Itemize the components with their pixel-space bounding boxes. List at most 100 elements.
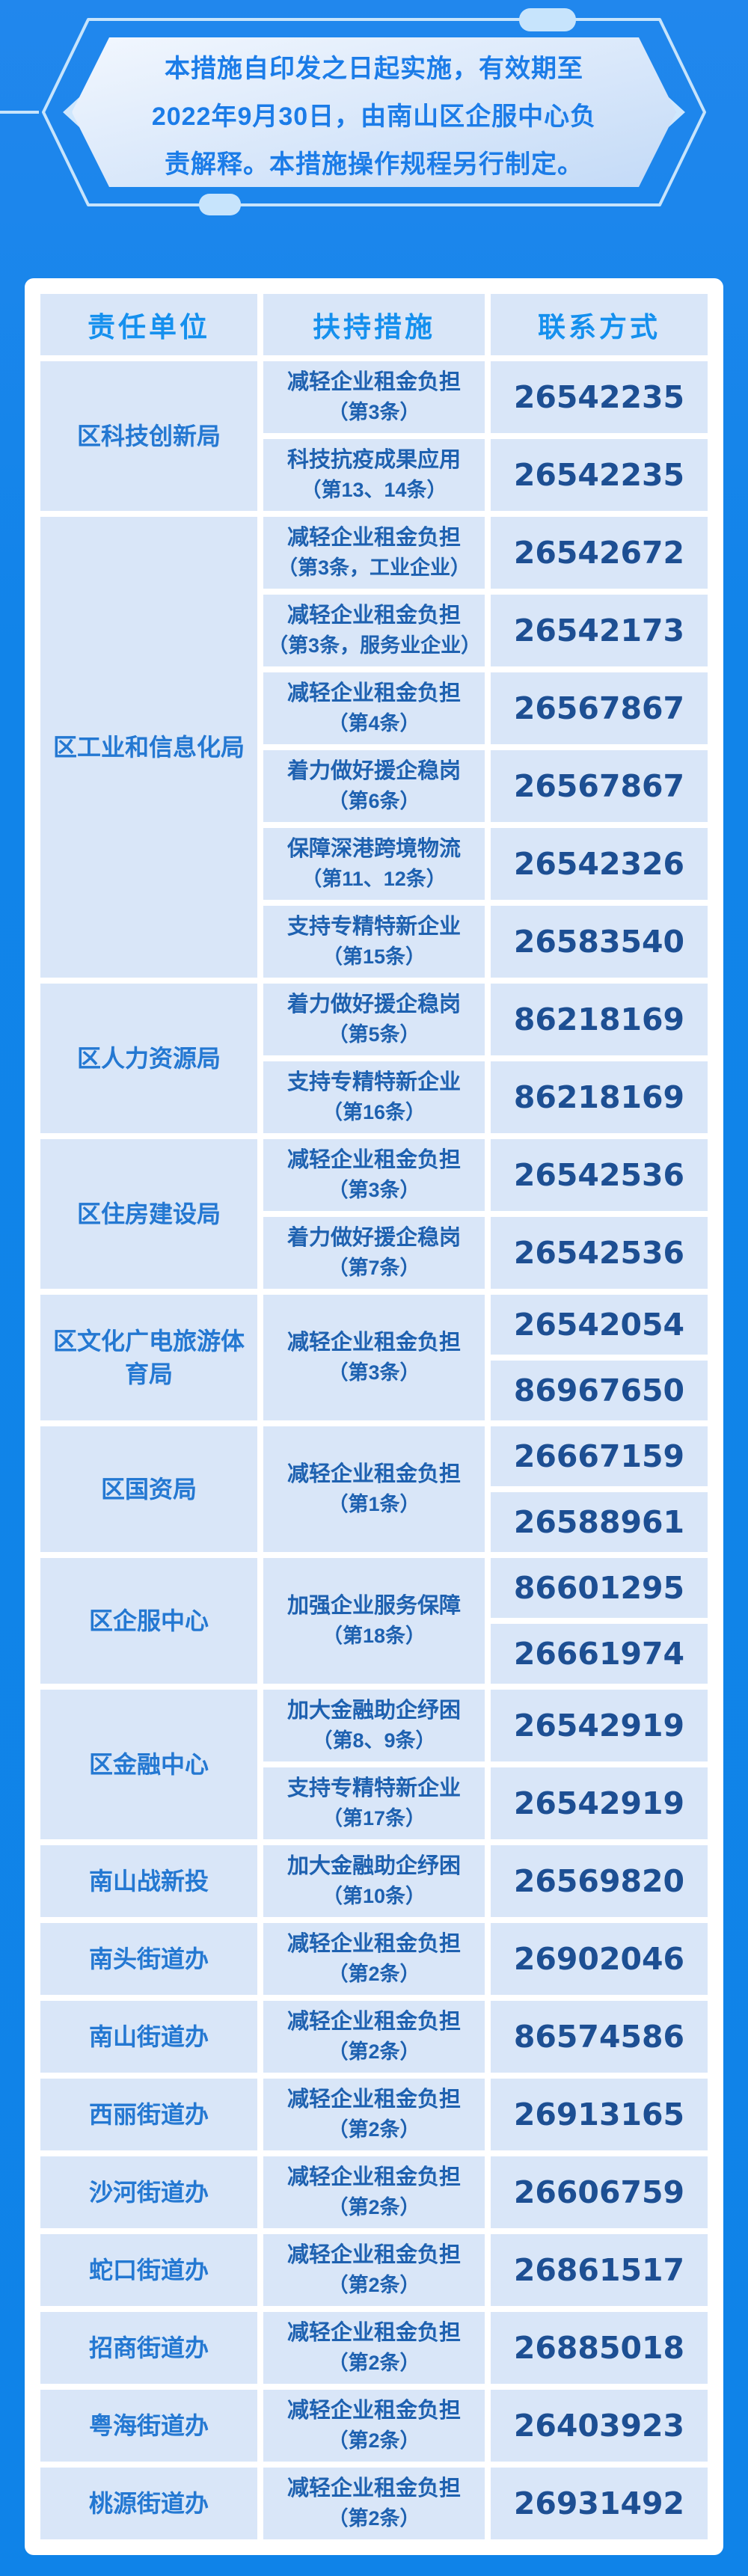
measure-cell: 减轻企业租金负担 （第3条）: [263, 1295, 485, 1420]
phone-cell: 26542536: [490, 1217, 708, 1289]
measure-line1: 减轻企业租金负担: [286, 2321, 461, 2345]
measure-line1: 着力做好援企稳岗: [286, 759, 461, 783]
measure-cell: 科技抗疫成果应用 （第13、14条）: [263, 439, 485, 511]
phone-cell: 26542672: [490, 517, 708, 589]
measure-line2: （第16条）: [322, 1101, 426, 1123]
measure-line1: 加大金融助企纾困: [286, 1854, 461, 1878]
phone-cell: 26567867: [490, 750, 708, 822]
unit-cell: 区金融中心: [40, 1690, 258, 1839]
phone-cell: 26542235: [490, 439, 708, 511]
table-group-qifu: 区企服中心 加强企业服务保障 （第18条） 86601295 26661974: [40, 1558, 708, 1684]
measure-line2: （第6条）: [328, 790, 420, 812]
banner-decoration: [0, 8, 706, 215]
measure-line2: （第2条）: [328, 2196, 420, 2218]
phone-cell: 26588961: [490, 1492, 708, 1552]
unit-cell: 招商街道办: [40, 2312, 258, 2384]
measure-line1: 加强企业服务保障: [286, 1594, 461, 1618]
banner-outline-hexagon: [42, 18, 706, 206]
measure-line2: （第11、12条）: [301, 868, 447, 890]
phone-cell: 26569820: [490, 1845, 708, 1917]
contact-table-panel: 责任单位 扶持措施 联系方式 区科技创新局 减轻企业租金负担 （第3条） 265…: [25, 278, 723, 2555]
measure-line2: （第18条）: [322, 1625, 426, 1647]
unit-cell: 南头街道办: [40, 1923, 258, 1995]
measure-cell: 减轻企业租金负担 （第2条）: [263, 1923, 485, 1995]
measure-line2: （第2条）: [328, 2429, 420, 2452]
phone-cell: 26913165: [490, 2079, 708, 2150]
measure-line1: 减轻企业租金负担: [286, 2243, 461, 2267]
measure-line2: （第2条）: [328, 2118, 420, 2141]
table-group-xili: 西丽街道办 减轻企业租金负担 （第2条） 26913165: [40, 2079, 708, 2150]
table-group-renli: 区人力资源局 着力做好援企稳岗 （第5条） 86218169 支持专精特新企业 …: [40, 984, 708, 1133]
phone-cell: 86601295: [490, 1558, 708, 1618]
table-group-keji: 区科技创新局 减轻企业租金负担 （第3条） 26542235 科技抗疫成果应用 …: [40, 361, 708, 511]
measure-cell: 减轻企业租金负担 （第2条）: [263, 2156, 485, 2228]
phone-cell: 26542326: [490, 828, 708, 900]
validity-banner: 本措施自印发之日起实施，有效期至 2022年9月30日，由南山区企服中心负 责解…: [0, 0, 748, 224]
table-group-zhanxintou: 南山战新投 加大金融助企纾困 （第10条） 26569820: [40, 1845, 708, 1917]
measure-line2: （第1条）: [328, 1493, 420, 1515]
measure-cell: 减轻企业租金负担 （第1条）: [263, 1426, 485, 1552]
measure-cell: 减轻企业租金负担 （第2条）: [263, 2390, 485, 2462]
measure-cell: 支持专精特新企业 （第16条）: [263, 1061, 485, 1133]
unit-cell: 区人力资源局: [40, 984, 258, 1133]
measure-line1: 减轻企业租金负担: [286, 1331, 461, 1355]
measure-line2: （第3条）: [328, 401, 420, 423]
measure-cell: 减轻企业租金负担 （第3条）: [263, 1139, 485, 1211]
phone-cell: 26542235: [490, 361, 708, 433]
phone-cell: 26902046: [490, 1923, 708, 1995]
measure-cell: 着力做好援企稳岗 （第5条）: [263, 984, 485, 1055]
measure-line1: 支持专精特新企业: [286, 1070, 461, 1094]
table-header-row: 责任单位 扶持措施 联系方式: [40, 294, 708, 355]
phone-cell: 86967650: [490, 1361, 708, 1420]
measure-line1: 支持专精特新企业: [286, 915, 461, 939]
phone-cell: 26542054: [490, 1295, 708, 1355]
measure-line1: 减轻企业租金负担: [286, 681, 461, 705]
measure-line1: 减轻企业租金负担: [286, 2165, 461, 2189]
table-group-shekou: 蛇口街道办 减轻企业租金负担 （第2条） 26861517: [40, 2234, 708, 2306]
table-group-gongxin: 区工业和信息化局 减轻企业租金负担 （第3条，工业企业） 26542672 减轻…: [40, 517, 708, 978]
bottom-pill-notch: [199, 194, 241, 215]
measure-line1: 减轻企业租金负担: [286, 604, 461, 628]
unit-cell: 区住房建设局: [40, 1139, 258, 1289]
measure-cell: 减轻企业租金负担 （第3条，服务业企业）: [263, 595, 485, 666]
unit-cell: 桃源街道办: [40, 2468, 258, 2539]
measure-line2: （第2条）: [328, 2040, 420, 2063]
header-measure: 扶持措施: [263, 294, 485, 355]
measure-cell: 减轻企业租金负担 （第2条）: [263, 2079, 485, 2150]
measure-line2: （第10条）: [322, 1885, 426, 1907]
measure-cell: 支持专精特新企业 （第15条）: [263, 906, 485, 978]
banner-body-shape: [72, 37, 676, 187]
measure-line2: （第13、14条）: [301, 479, 447, 501]
measure-line1: 减轻企业租金负担: [286, 1462, 461, 1486]
phone-cell: 26567867: [490, 672, 708, 744]
measure-line1: 科技抗疫成果应用: [286, 448, 461, 472]
measure-line1: 减轻企业租金负担: [286, 2399, 461, 2423]
unit-cell: 南山街道办: [40, 2001, 258, 2073]
measure-line1: 支持专精特新企业: [286, 1776, 461, 1800]
measure-line2: （第3条，服务业企业）: [268, 634, 482, 657]
measure-line2: （第2条）: [328, 2274, 420, 2296]
phone-cell: 26542536: [490, 1139, 708, 1211]
header-unit: 责任单位: [40, 294, 258, 355]
phone-cell: 26861517: [490, 2234, 708, 2306]
banner-text: 本措施自印发之日起实施，有效期至 2022年9月30日，由南山区企服中心负 责解…: [97, 45, 651, 188]
measure-line2: （第2条）: [328, 1963, 420, 1985]
top-pill-notch: [519, 8, 576, 31]
table-group-nantou: 南头街道办 减轻企业租金负担 （第2条） 26902046: [40, 1923, 708, 1995]
table-group-jinrong: 区金融中心 加大金融助企纾困 （第8、9条） 26542919 支持专精特新企业…: [40, 1690, 708, 1839]
phone-cell: 26667159: [490, 1426, 708, 1486]
measure-cell: 减轻企业租金负担 （第3条，工业企业）: [263, 517, 485, 589]
measure-cell: 保障深港跨境物流 （第11、12条）: [263, 828, 485, 900]
phone-cell: 26606759: [490, 2156, 708, 2228]
phone-cell: 26542919: [490, 1690, 708, 1761]
measure-line2: （第3条）: [328, 1361, 420, 1384]
unit-cell: 粤海街道办: [40, 2390, 258, 2462]
measure-cell: 加大金融助企纾困 （第10条）: [263, 1845, 485, 1917]
measure-cell: 减轻企业租金负担 （第4条）: [263, 672, 485, 744]
measure-line1: 加大金融助企纾困: [286, 1699, 461, 1723]
measure-line1: 减轻企业租金负担: [286, 526, 461, 550]
measure-line1: 着力做好援企稳岗: [286, 1226, 461, 1250]
banner-line-3: 责解释。本措施操作规程另行制定。: [165, 150, 583, 179]
measure-cell: 减轻企业租金负担 （第2条）: [263, 2468, 485, 2539]
unit-cell: 西丽街道办: [40, 2079, 258, 2150]
